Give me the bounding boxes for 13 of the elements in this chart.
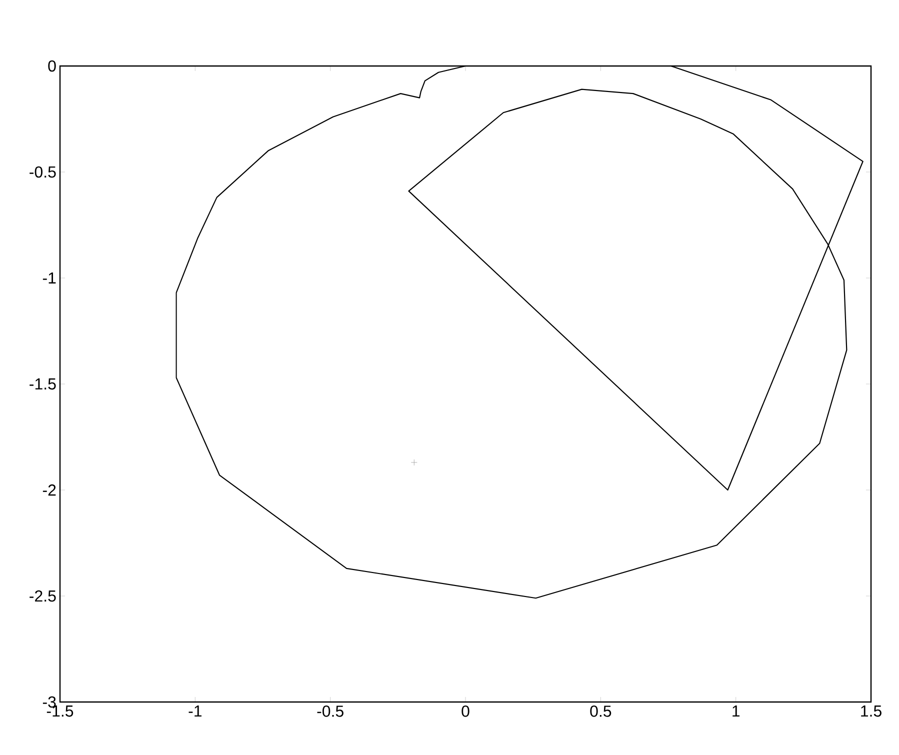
x-tick-label: 1 <box>732 706 740 717</box>
y-tick-label: -0.5 <box>30 166 56 178</box>
y-tick-label: -3 <box>42 696 56 708</box>
y-tick-label: 0 <box>48 60 56 72</box>
x-tick-label: 0 <box>462 706 470 717</box>
y-tick-label: -1 <box>42 272 56 284</box>
x-tick-label: -1 <box>188 706 202 717</box>
x-tick-label: 1.5 <box>861 706 882 717</box>
y-tick-label: -2.5 <box>30 590 56 602</box>
y-tick-label: -2 <box>42 484 56 496</box>
x-tick-label: -0.5 <box>317 706 344 717</box>
x-tick-label: 0.5 <box>590 706 612 717</box>
y-tick-label: -1.5 <box>30 378 56 390</box>
